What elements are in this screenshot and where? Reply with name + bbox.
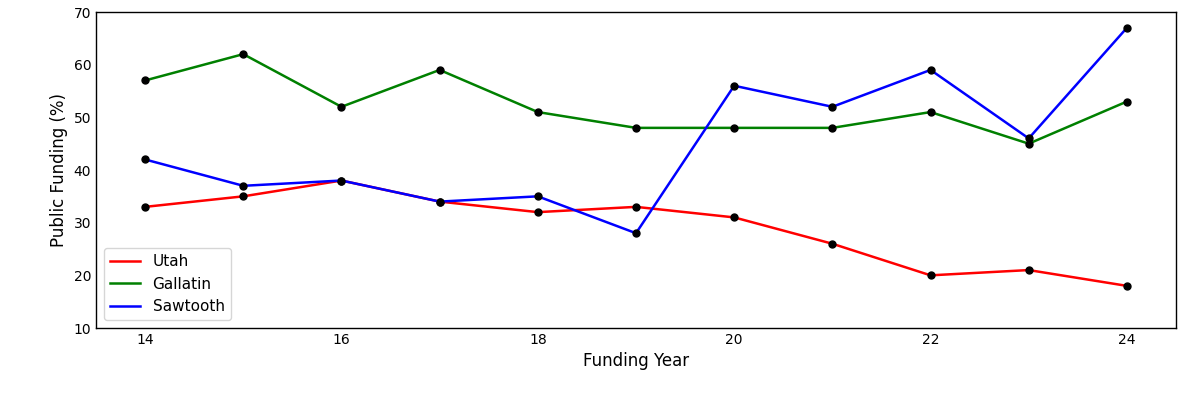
Legend: Utah, Gallatin, Sawtooth: Utah, Gallatin, Sawtooth xyxy=(103,248,230,320)
Utah xyxy=(727,215,742,220)
Utah xyxy=(432,199,446,204)
Line: Utah: Utah xyxy=(142,177,1130,289)
Sawtooth xyxy=(335,178,349,183)
X-axis label: Funding Year: Funding Year xyxy=(583,352,689,370)
Gallatin xyxy=(923,110,937,114)
Sawtooth xyxy=(629,231,643,236)
Utah xyxy=(335,178,349,183)
Gallatin xyxy=(826,126,840,130)
Sawtooth xyxy=(826,104,840,109)
Gallatin xyxy=(335,104,349,109)
Utah xyxy=(1021,268,1036,272)
Utah xyxy=(530,210,545,214)
Utah xyxy=(629,204,643,209)
Gallatin xyxy=(432,68,446,72)
Gallatin xyxy=(727,126,742,130)
Line: Gallatin: Gallatin xyxy=(142,51,1130,147)
Sawtooth xyxy=(530,194,545,199)
Gallatin xyxy=(1120,99,1134,104)
Gallatin xyxy=(1021,141,1036,146)
Sawtooth xyxy=(432,199,446,204)
Utah xyxy=(138,204,152,209)
Gallatin xyxy=(530,110,545,114)
Line: Sawtooth: Sawtooth xyxy=(142,24,1130,237)
Gallatin xyxy=(629,126,643,130)
Utah xyxy=(1120,284,1134,288)
Sawtooth xyxy=(923,68,937,72)
Sawtooth xyxy=(138,157,152,162)
Sawtooth xyxy=(1021,136,1036,141)
Utah xyxy=(236,194,251,199)
Sawtooth xyxy=(727,83,742,88)
Gallatin xyxy=(236,52,251,56)
Y-axis label: Public Funding (%): Public Funding (%) xyxy=(50,93,68,247)
Sawtooth xyxy=(236,183,251,188)
Utah xyxy=(923,273,937,278)
Utah xyxy=(826,241,840,246)
Gallatin xyxy=(138,78,152,83)
Sawtooth xyxy=(1120,26,1134,30)
